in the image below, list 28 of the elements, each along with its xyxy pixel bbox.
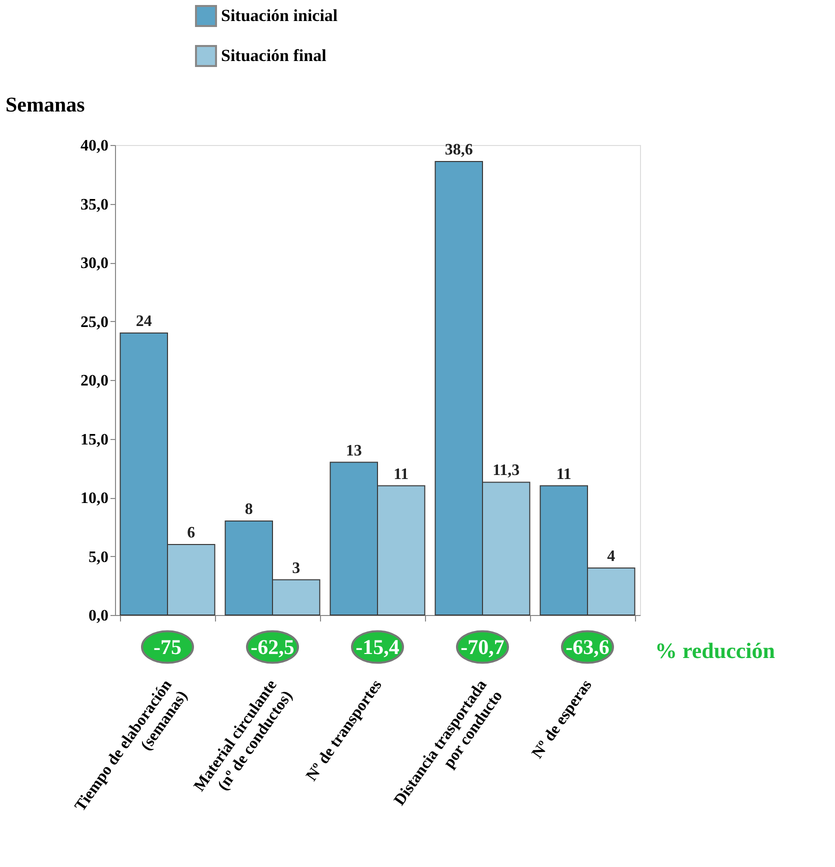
y-tick-label: 10,0 [80,490,108,507]
legend-label: Situación inicial [221,6,338,25]
text: -62,5 [250,635,294,659]
data-label: 24 [136,313,152,330]
y-tick-label: 0,0 [88,608,108,624]
text: -70,7 [460,635,504,659]
data-label: 13 [346,442,362,460]
data-label: 8 [244,501,253,518]
data-label: 4 [607,548,616,565]
text: % reducción [655,638,775,663]
data-label: 11 [394,466,409,483]
data-label: 6 [187,524,196,542]
data-label: 3 [292,560,300,577]
y-tick-label: 20,0 [80,372,108,390]
legend-label: Situación final [221,46,327,65]
y-tick-label: 15,0 [80,431,108,448]
y-tick-label: 5,0 [88,548,108,566]
y-axis-title: Semanas [6,92,85,116]
data-label: 11,3 [492,462,520,480]
text: -75 [154,635,182,659]
y-tick-label: 40,0 [80,138,108,154]
y-tick-label: 35,0 [80,196,108,214]
y-tick-label: 25,0 [80,314,108,331]
data-label: 11 [556,466,572,483]
text: -63,6 [566,635,610,659]
text: -15,4 [356,635,400,659]
data-label: 38,6 [444,141,473,158]
y-tick-label: 30,0 [80,255,108,272]
